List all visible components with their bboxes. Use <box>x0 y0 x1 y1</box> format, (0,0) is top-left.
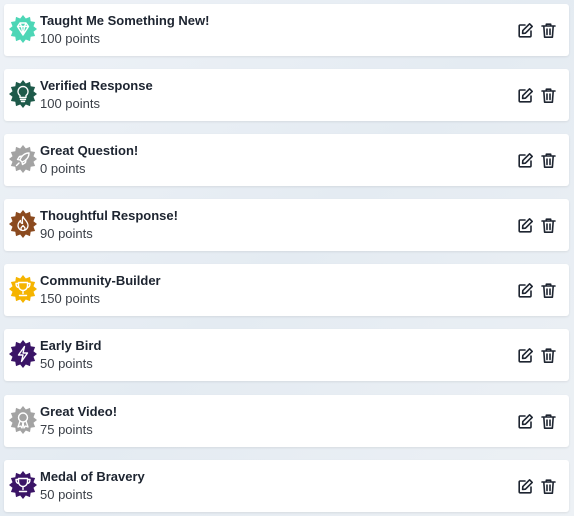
badge-row-great-question: Great Question! 0 points <box>4 134 569 186</box>
badge-points: 90 points <box>40 226 93 241</box>
trophy-icon <box>8 274 38 304</box>
diamond-icon <box>8 14 38 44</box>
lightbulb-icon <box>8 79 38 109</box>
edit-icon[interactable] <box>517 413 534 430</box>
edit-icon[interactable] <box>517 282 534 299</box>
edit-icon[interactable] <box>517 152 534 169</box>
badge-row-medal-of-bravery: Medal of Bravery 50 points <box>4 460 569 512</box>
lightning-icon <box>8 339 38 369</box>
badge-points: 0 points <box>40 161 86 176</box>
badge-points: 100 points <box>40 96 100 111</box>
row-actions <box>517 478 557 496</box>
ribbon-icon <box>8 405 38 435</box>
badge-name: Taught Me Something New! <box>40 13 210 28</box>
edit-icon[interactable] <box>517 22 534 39</box>
edit-icon[interactable] <box>517 478 534 495</box>
badge-name: Early Bird <box>40 338 102 353</box>
badge-name: Thoughtful Response! <box>40 208 178 223</box>
trash-icon[interactable] <box>540 217 557 234</box>
badge-name: Great Question! <box>40 143 139 158</box>
badge-name: Great Video! <box>40 404 118 419</box>
row-actions <box>517 217 557 235</box>
rocket-icon <box>8 144 38 174</box>
badge-name: Medal of Bravery <box>40 469 145 484</box>
trash-icon[interactable] <box>540 282 557 299</box>
badge-points: 100 points <box>40 31 100 46</box>
trash-icon[interactable] <box>540 478 557 495</box>
badge-name: Verified Response <box>40 78 153 93</box>
edit-icon[interactable] <box>517 87 534 104</box>
badge-row-taught-me-something-new: Taught Me Something New! 100 points <box>4 4 569 56</box>
trophy-icon <box>8 470 38 500</box>
badge-row-community-builder: Community-Builder 150 points <box>4 264 569 316</box>
trash-icon[interactable] <box>540 413 557 430</box>
badge-points: 50 points <box>40 487 93 502</box>
row-actions <box>517 152 557 170</box>
badge-points: 150 points <box>40 291 100 306</box>
badge-row-verified-response: Verified Response 100 points <box>4 69 569 121</box>
flame-icon <box>8 209 38 239</box>
badge-row-great-video: Great Video! 75 points <box>4 395 569 447</box>
trash-icon[interactable] <box>540 347 557 364</box>
row-actions <box>517 22 557 40</box>
trash-icon[interactable] <box>540 22 557 39</box>
badge-row-thoughtful-response: Thoughtful Response! 90 points <box>4 199 569 251</box>
badge-points: 50 points <box>40 356 93 371</box>
edit-icon[interactable] <box>517 217 534 234</box>
trash-icon[interactable] <box>540 87 557 104</box>
row-actions <box>517 282 557 300</box>
badge-name: Community-Builder <box>40 273 161 288</box>
badge-row-early-bird: Early Bird 50 points <box>4 329 569 381</box>
row-actions <box>517 87 557 105</box>
row-actions <box>517 413 557 431</box>
trash-icon[interactable] <box>540 152 557 169</box>
row-actions <box>517 347 557 365</box>
edit-icon[interactable] <box>517 347 534 364</box>
badge-points: 75 points <box>40 422 93 437</box>
